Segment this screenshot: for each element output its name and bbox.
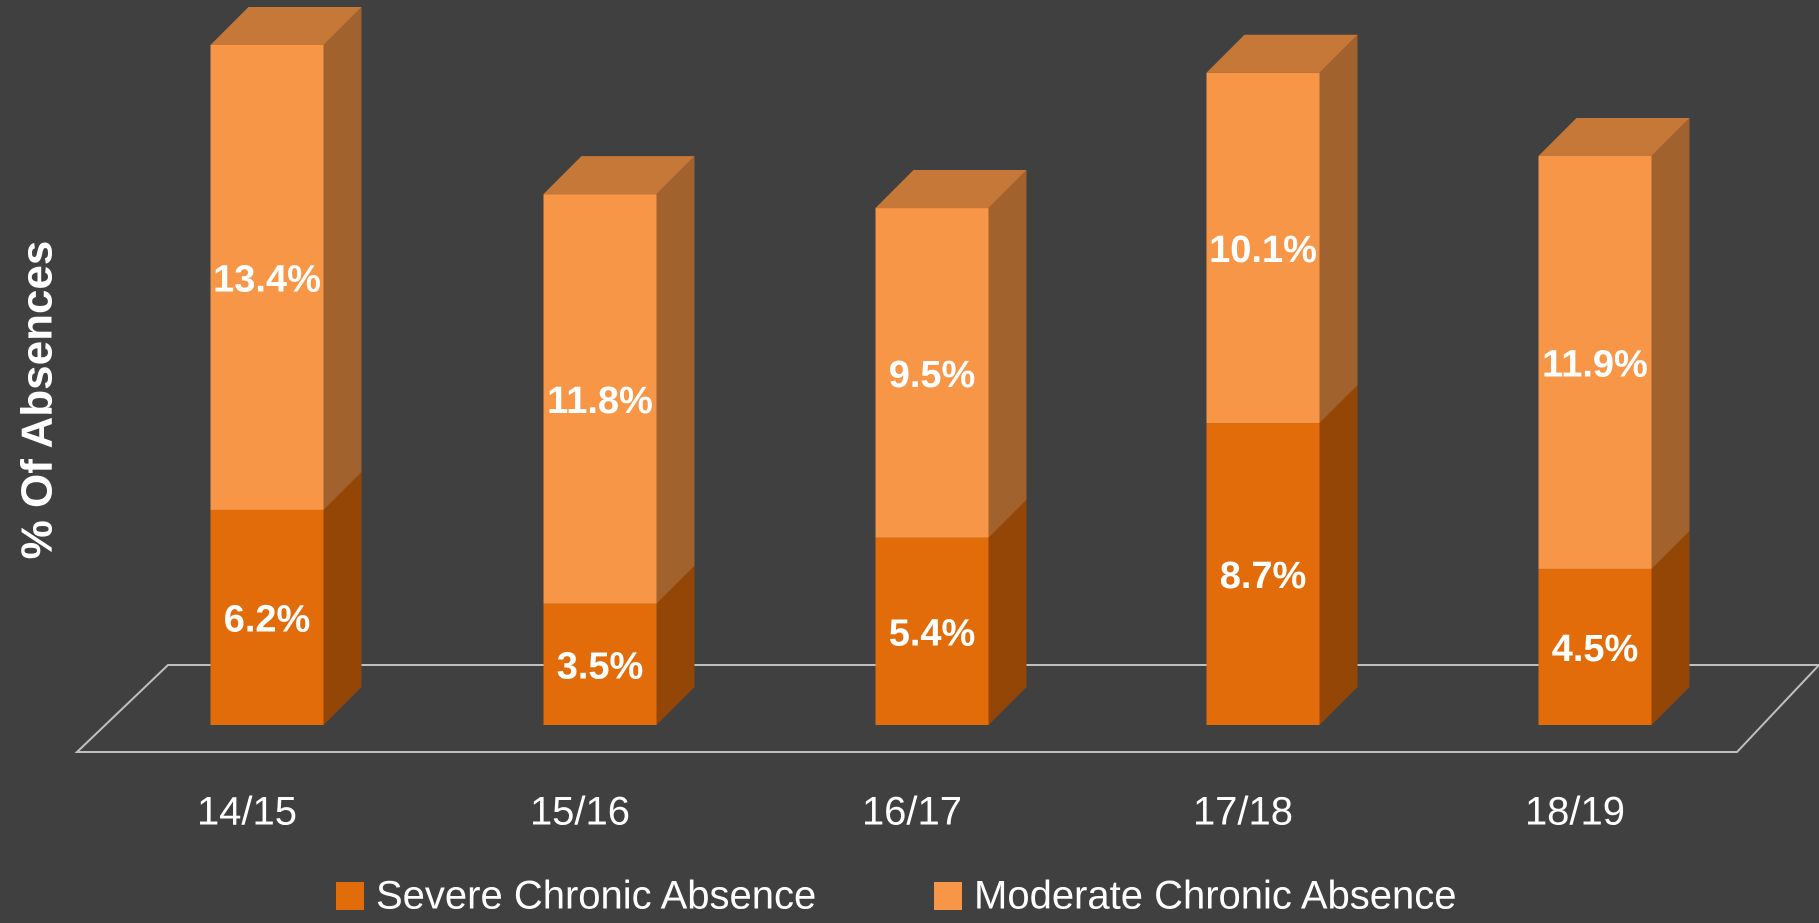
bar-side <box>1651 118 1690 569</box>
value-label: 13.4% <box>213 258 321 300</box>
bar-side <box>1319 34 1358 424</box>
value-label: 8.7% <box>1220 555 1307 597</box>
x-tick-label: 14/15 <box>197 790 297 834</box>
x-tick-label: 17/18 <box>1193 790 1293 834</box>
value-label: 6.2% <box>224 598 311 640</box>
bar-front <box>1206 72 1320 424</box>
bar-top <box>1538 118 1690 157</box>
bar-side <box>1651 530 1690 725</box>
legend-swatch <box>934 882 962 910</box>
bar-top <box>543 156 695 195</box>
bar-front <box>1538 568 1652 725</box>
bar-front <box>875 537 989 725</box>
value-label: 11.9% <box>1542 343 1648 385</box>
bar-front <box>543 603 657 725</box>
bar-segment <box>543 156 695 604</box>
y-axis-label: % Of Absences <box>13 241 62 560</box>
legend-label: Severe Chronic Absence <box>376 874 816 918</box>
bar-top <box>210 7 362 45</box>
x-tick-label: 15/16 <box>530 790 630 834</box>
bar-front <box>543 194 657 604</box>
x-tick-label: 16/17 <box>862 790 962 834</box>
bar-segment <box>1538 118 1690 569</box>
bar-side <box>1319 385 1358 725</box>
bar-side <box>656 156 695 604</box>
bar-side <box>323 7 362 510</box>
bar-segment <box>875 170 1027 538</box>
bar-side <box>656 565 695 725</box>
x-tick-label: 18/19 <box>1525 790 1625 834</box>
value-label: 3.5% <box>557 645 644 687</box>
bar-top <box>875 170 1027 209</box>
bar-front <box>1538 156 1652 569</box>
bar-front <box>210 509 324 725</box>
value-label: 9.5% <box>889 354 976 396</box>
value-label: 11.8% <box>547 380 653 422</box>
floor <box>74 664 1819 753</box>
bar-side <box>323 471 362 725</box>
bar-side <box>988 170 1027 538</box>
value-label: 5.4% <box>889 612 976 654</box>
bar-front <box>1206 423 1320 725</box>
value-label: 10.1% <box>1209 229 1317 271</box>
bar-segment <box>210 7 362 510</box>
bar-side <box>988 499 1027 725</box>
bar-top <box>1206 34 1358 73</box>
bar-front <box>210 45 324 510</box>
legend-label: Moderate Chronic Absence <box>974 874 1457 918</box>
bar-segment <box>1206 34 1358 424</box>
legend-swatch <box>336 882 364 910</box>
value-label: 4.5% <box>1552 628 1639 670</box>
bar-front <box>875 208 989 538</box>
